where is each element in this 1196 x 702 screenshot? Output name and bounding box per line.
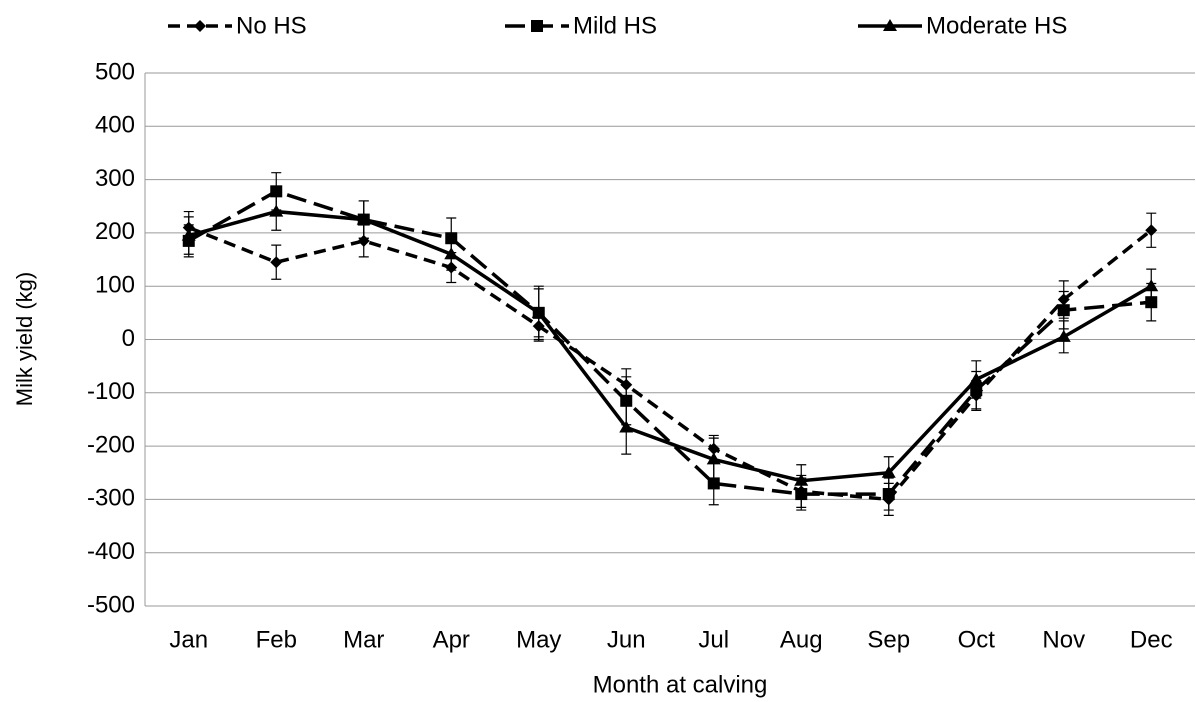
marker (1056, 329, 1071, 342)
marker (794, 473, 809, 486)
legend-label: Moderate HS (926, 12, 1067, 39)
marker (882, 488, 895, 501)
y-tick-label: -100 (87, 378, 135, 405)
marker (1145, 224, 1158, 237)
x-tick-label: Jan (169, 626, 208, 653)
y-tick-label: 500 (95, 58, 135, 85)
series-line (187, 189, 1152, 496)
x-tick-label: Sep (867, 626, 910, 653)
marker (881, 465, 896, 478)
y-tick-label: -500 (87, 591, 135, 618)
x-tick-label: Mar (343, 626, 384, 653)
y-tick-label: -200 (87, 431, 135, 458)
y-tick-label: 200 (95, 218, 135, 245)
series-line (188, 225, 1153, 502)
legend-marker (883, 19, 897, 31)
marker (356, 212, 371, 225)
y-tick-label: 100 (95, 272, 135, 299)
marker (444, 247, 459, 260)
marker (706, 452, 721, 465)
x-tick-label: Jun (607, 626, 646, 653)
x-tick-label: Feb (256, 626, 297, 653)
legend-marker (194, 20, 206, 32)
marker (969, 372, 984, 385)
x-tick-label: Apr (433, 626, 470, 653)
legend-label: Mild HS (573, 12, 657, 39)
y-tick-label: 300 (95, 165, 135, 192)
y-axis-label: Milk yield (kg) (12, 272, 37, 406)
y-tick-label: 0 (122, 325, 135, 352)
marker (1057, 304, 1070, 317)
x-tick-label: Oct (958, 626, 996, 653)
marker (270, 256, 283, 269)
marker (269, 204, 284, 217)
series-line (188, 209, 1153, 483)
x-tick-label: Aug (780, 626, 823, 653)
x-tick-label: Nov (1042, 626, 1085, 653)
legend-label: No HS (236, 12, 307, 39)
legend-marker (531, 20, 543, 32)
marker (270, 185, 283, 198)
marker (1144, 279, 1159, 292)
x-tick-label: May (516, 626, 561, 653)
marker (181, 228, 196, 241)
marker (531, 305, 546, 318)
y-tick-label: -300 (87, 485, 135, 512)
x-tick-label: Dec (1130, 626, 1173, 653)
y-tick-label: 400 (95, 112, 135, 139)
marker (619, 420, 634, 433)
y-tick-label: -400 (87, 538, 135, 565)
x-axis-label: Month at calving (593, 671, 768, 698)
x-tick-label: Jul (698, 626, 729, 653)
